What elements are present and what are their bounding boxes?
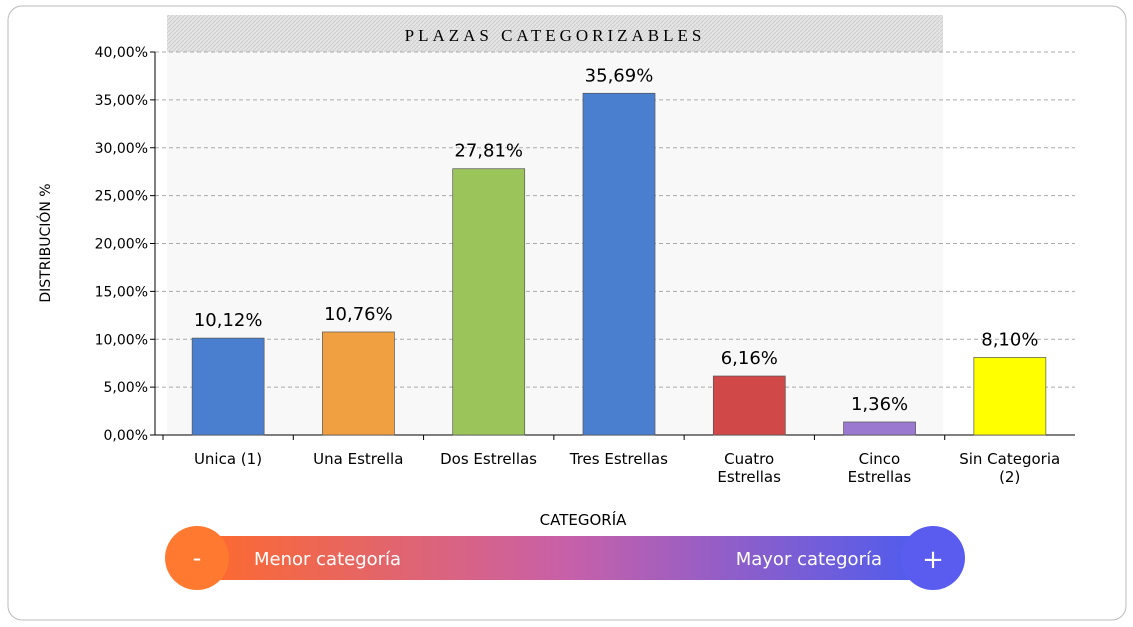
scale-bar: [195, 536, 935, 580]
x-tick-label: Unica (1): [193, 450, 263, 468]
value-label: 10,12%: [194, 310, 263, 331]
y-tick-label: 10,00%: [95, 332, 148, 348]
bar: [712, 375, 786, 436]
y-tick-label: 5,00%: [104, 380, 148, 396]
value-label: 10,76%: [324, 304, 393, 325]
plus-circle: [901, 526, 965, 590]
x-tick-label: Sin Categoria (2): [959, 450, 1061, 486]
y-tick-label: 15,00%: [95, 284, 148, 300]
value-label: 8,10%: [981, 329, 1038, 350]
y-tick-label: 20,00%: [95, 237, 148, 253]
x-tick-label: Cinco Estrellas: [847, 450, 912, 486]
y-tick-label: 35,00%: [95, 93, 148, 109]
bar: [973, 357, 1047, 436]
bar: [843, 421, 916, 436]
x-tick-label: Una Estrella: [313, 450, 404, 468]
x-axis-label: CATEGORÍA: [540, 510, 627, 529]
y-tick-label: 25,00%: [95, 189, 148, 205]
value-label: 27,81%: [454, 141, 523, 162]
x-tick-label: Cuatro Estrellas: [717, 450, 781, 486]
y-tick-label: 0,00%: [104, 428, 148, 444]
y-tick-label: 30,00%: [95, 141, 148, 157]
chart-title: PLAZAS CATEGORIZABLES: [405, 26, 706, 45]
bar: [452, 168, 526, 436]
high-label: Mayor categoría: [736, 549, 882, 570]
low-label: Menor categoría: [254, 549, 401, 570]
bar: [191, 337, 265, 436]
bar: [582, 92, 656, 436]
minus-circle: [165, 526, 229, 590]
bar: [322, 331, 395, 436]
value-label: 1,36%: [851, 394, 908, 415]
value-label: 35,69%: [585, 65, 654, 86]
title-band: [167, 15, 943, 52]
minus-sign: -: [193, 544, 202, 572]
value-label: 6,16%: [721, 348, 778, 369]
x-tick-label: Dos Estrellas: [440, 450, 538, 468]
y-axis-label: DISTRIBUCIÓN %: [36, 183, 54, 302]
y-tick-label: 40,00%: [95, 45, 148, 61]
frame: [7, 5, 1127, 621]
plus-sign: +: [922, 545, 944, 575]
x-tick-label: Tres Estrellas: [569, 450, 668, 468]
